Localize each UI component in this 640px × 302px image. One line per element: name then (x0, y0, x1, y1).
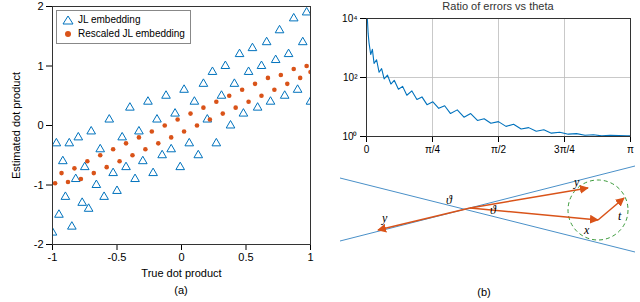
svg-text:3π/4: 3π/4 (554, 144, 575, 154)
svg-text:Estimated dot product: Estimated dot product (10, 72, 22, 179)
html-text:JL embedding: JL embedding (78, 14, 141, 25)
svg-text:-0.5: -0.5 (108, 251, 127, 263)
svg-text:10²: 10² (343, 72, 358, 83)
html-text:Rescaled JL embedding: Rescaled JL embedding (78, 28, 185, 39)
svg-text:t: t (618, 209, 622, 223)
svg-text:0.5: 0.5 (238, 251, 253, 263)
svg-text:2: 2 (37, 0, 43, 12)
svg-text:ϑ: ϑ (490, 203, 497, 217)
svg-text:π/2: π/2 (491, 144, 507, 154)
svg-text:-1: -1 (48, 251, 58, 263)
svg-text:1: 1 (307, 251, 313, 263)
svg-text:10⁴: 10⁴ (342, 14, 357, 24)
svg-text:True dot product: True dot product (141, 267, 221, 279)
svg-text:-1: -1 (34, 179, 44, 191)
svg-text:x: x (583, 223, 590, 237)
svg-text:y: y (381, 211, 388, 225)
svg-text:0: 0 (178, 251, 184, 263)
html-text:Ratio of errors vs theta: Ratio of errors vs theta (442, 0, 554, 12)
svg-text:1: 1 (37, 60, 43, 72)
svg-text:10⁰: 10⁰ (342, 131, 357, 142)
svg-text:0: 0 (364, 144, 370, 154)
svg-text:y: y (573, 175, 580, 189)
svg-text:π: π (627, 144, 634, 154)
html-text:(b): (b) (477, 286, 491, 298)
svg-text:π/4: π/4 (425, 144, 441, 154)
svg-text:-2: -2 (34, 238, 44, 250)
svg-text:0: 0 (37, 119, 43, 131)
html-text:(a): (a) (174, 284, 188, 296)
svg-text:ϑ: ϑ (446, 193, 453, 207)
